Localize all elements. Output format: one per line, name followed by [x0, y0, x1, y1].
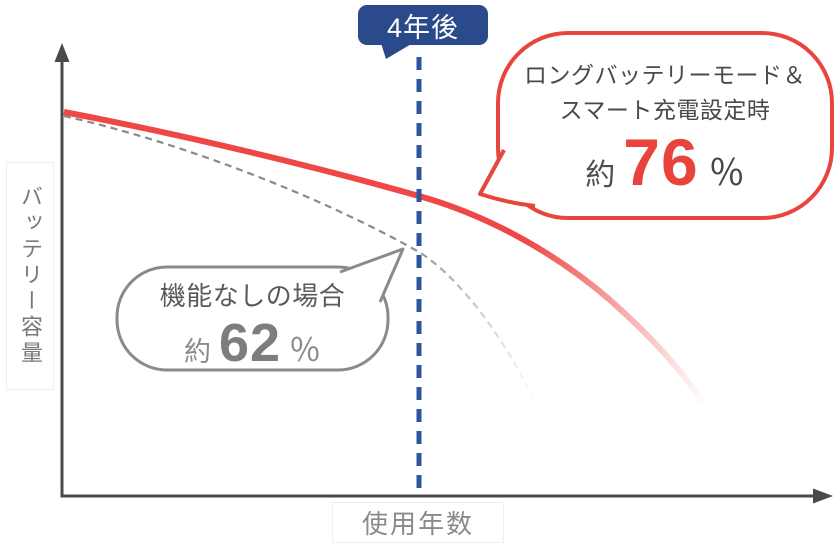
- no-feature-bubble-tail: [339, 247, 405, 303]
- red-curve-with-feature: [63, 109, 706, 404]
- marker-badge-shape: [358, 5, 488, 45]
- feature-unit: ％: [708, 152, 745, 193]
- y-axis-label: バッテリー容量: [18, 185, 43, 367]
- feature-bubble-value-line: 約 76 ％: [585, 129, 744, 196]
- feature-bubble-line2: スマート充電設定時: [559, 96, 771, 123]
- no-feature-approx-label: 約: [183, 336, 211, 367]
- x-axis-arrow-icon: [813, 488, 833, 504]
- no-feature-bubble-shape: [115, 265, 390, 372]
- feature-bubble-tail: [478, 149, 536, 208]
- feature-approx-label: 約: [585, 159, 616, 192]
- x-axis-label: 使用年数: [332, 502, 504, 543]
- feature-bubble-shape: [496, 31, 834, 220]
- no-feature-bubble: 機能なしの場合 約 62 ％: [117, 272, 388, 370]
- no-feature-bubble-value-line: 約 62 ％: [184, 316, 321, 371]
- gray-dashed-curve-no-feature: [63, 114, 534, 399]
- marker-badge-label: 4年後: [386, 12, 460, 43]
- feature-value: 76: [623, 125, 699, 199]
- feature-bubble-line1: ロングバッテリーモード＆: [524, 62, 806, 88]
- no-feature-value: 62: [218, 312, 282, 373]
- no-feature-bubble-line1: 機能なしの場合: [159, 281, 346, 311]
- feature-bubble: ロングバッテリーモード＆ スマート充電設定時 約 76 ％: [498, 40, 832, 212]
- no-feature-unit: ％: [289, 331, 322, 368]
- y-axis-label-box: バッテリー容量: [6, 162, 54, 390]
- y-axis-arrow-icon: [54, 43, 70, 62]
